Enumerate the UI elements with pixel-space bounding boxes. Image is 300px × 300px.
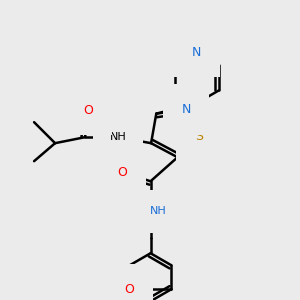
Text: O: O: [117, 166, 127, 179]
Text: S: S: [195, 130, 203, 143]
Text: O: O: [124, 283, 134, 296]
Text: O: O: [83, 104, 93, 117]
Text: N: N: [181, 103, 191, 116]
Text: NH: NH: [150, 206, 166, 216]
Text: N: N: [192, 46, 202, 59]
Text: NH: NH: [110, 132, 127, 142]
